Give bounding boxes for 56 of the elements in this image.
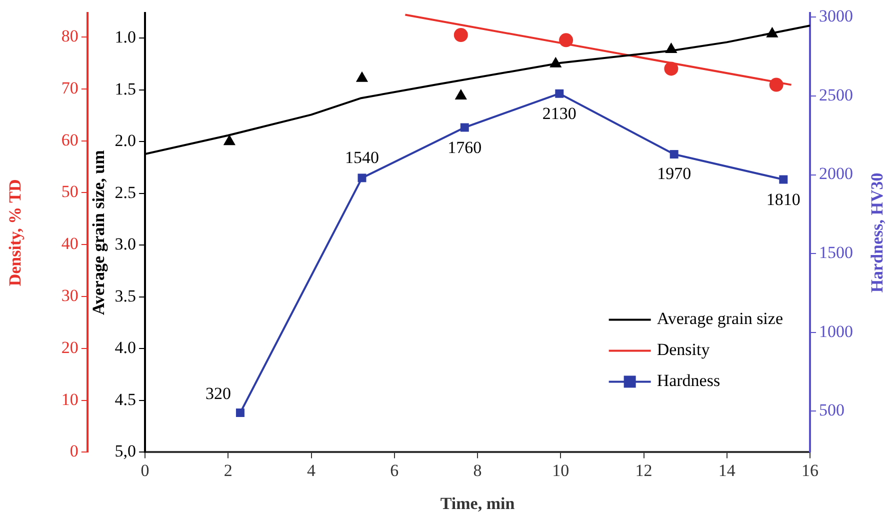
y-tick-label: 2.5: [114, 182, 136, 202]
x-tick-label: 10: [552, 460, 570, 480]
x-tick-label: 12: [635, 460, 652, 480]
x-tick-label: 16: [802, 460, 818, 480]
y3-tick-label: 50: [61, 182, 78, 202]
legend-label: Average grain size: [656, 309, 783, 328]
x-tick-label: 6: [390, 460, 399, 480]
y2-tick-label: 2500: [819, 85, 853, 104]
point: [236, 408, 244, 418]
point: [356, 71, 368, 82]
annotation: 1810: [766, 190, 800, 209]
y-tick-label: 5,0: [114, 442, 136, 461]
y-axis-title: Average grain size, um: [88, 150, 108, 316]
x-tick-label: 2: [224, 460, 232, 480]
y3-tick-label: 30: [61, 286, 78, 305]
annotation: 320: [205, 384, 231, 403]
y-tick-label: 3.0: [114, 234, 136, 254]
point: [454, 89, 467, 100]
y2-axis-title: Hardness, HV30: [867, 172, 886, 293]
y3-tick-label: 80: [61, 26, 78, 46]
y3-tick-label: 60: [61, 130, 78, 150]
point: [670, 150, 678, 159]
point: [460, 123, 469, 132]
y3-tick-label: 0: [70, 442, 78, 461]
x-tick-label: 0: [140, 460, 150, 480]
annotation: 1540: [344, 148, 379, 167]
x-tick-label: 4: [307, 460, 316, 480]
y3-tick-label: 20: [61, 338, 78, 357]
x-axis-title: Time, min: [440, 494, 516, 514]
y-tick-label: 2.0: [114, 131, 136, 150]
y2-tick-label: 1000: [819, 322, 853, 341]
y2-tick-label: 3000: [819, 6, 853, 26]
y3-tick-label: 40: [61, 234, 78, 254]
y3-tick-label: 10: [61, 390, 78, 409]
y3-tick-label: 70: [61, 78, 78, 98]
y2-tick-label: 2000: [819, 164, 853, 184]
point: [223, 134, 236, 146]
y-tick-label: 1.5: [114, 79, 136, 98]
legend-label: Hardness: [656, 371, 720, 390]
point: [454, 28, 468, 42]
y-tick-label: 3.5: [114, 286, 136, 306]
point: [555, 89, 564, 98]
y-tick-label: 4.0: [114, 338, 136, 358]
point: [779, 175, 788, 184]
y-tick-label: 1.0: [114, 28, 136, 47]
y2-tick-label: 1500: [819, 243, 853, 262]
y3-axis-title: Density, % TD: [6, 179, 25, 286]
y2-tick-label: 500: [819, 400, 844, 420]
annotation: 1760: [448, 138, 482, 158]
legend-label: Density: [656, 340, 710, 360]
point: [358, 174, 366, 182]
y-tick-label: 4.5: [114, 390, 136, 409]
x-tick-label: 14: [718, 460, 736, 480]
x-tick-label: 8: [473, 460, 482, 480]
annotation: 1970: [657, 164, 692, 183]
annotation: 2130: [542, 104, 576, 123]
